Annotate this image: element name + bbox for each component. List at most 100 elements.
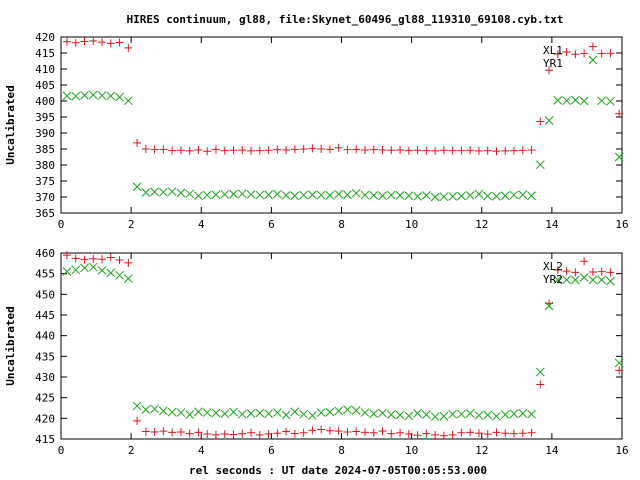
y-tick-label: 415 bbox=[35, 47, 55, 60]
data-point bbox=[255, 408, 265, 418]
data-point bbox=[168, 428, 177, 437]
data-point bbox=[360, 428, 369, 437]
data-point bbox=[299, 428, 308, 437]
data-point bbox=[615, 366, 624, 375]
data-point bbox=[185, 429, 194, 438]
data-point bbox=[501, 429, 510, 438]
data-point bbox=[282, 427, 291, 436]
y-axis-label: Uncalibrated bbox=[4, 306, 17, 385]
data-point bbox=[387, 429, 396, 438]
data-point bbox=[413, 192, 422, 201]
data-point bbox=[500, 410, 510, 419]
plot-frame bbox=[60, 252, 623, 440]
data-point bbox=[194, 191, 203, 201]
data-point bbox=[325, 407, 335, 417]
y-tick-label: 450 bbox=[35, 288, 55, 301]
data-point bbox=[106, 91, 116, 101]
data-point bbox=[176, 427, 185, 436]
data-point bbox=[483, 430, 492, 439]
data-point bbox=[334, 143, 343, 152]
x-tick-label: 12 bbox=[475, 218, 488, 231]
data-point bbox=[422, 429, 431, 438]
data-point bbox=[308, 144, 317, 153]
data-point bbox=[264, 190, 273, 200]
data-point bbox=[238, 145, 247, 154]
data-point bbox=[80, 90, 89, 100]
x-tick-label: 10 bbox=[405, 218, 418, 231]
data-point bbox=[387, 146, 396, 155]
data-point bbox=[474, 429, 483, 438]
data-point bbox=[255, 430, 264, 439]
data-point bbox=[237, 409, 247, 419]
data-point bbox=[220, 430, 229, 439]
data-point bbox=[597, 275, 607, 285]
data-point bbox=[246, 409, 256, 418]
y-tick-label: 395 bbox=[35, 111, 55, 124]
y-tick-label: 430 bbox=[35, 371, 55, 384]
data-point bbox=[220, 409, 230, 419]
data-point bbox=[360, 190, 370, 200]
data-point bbox=[404, 430, 413, 439]
data-point bbox=[220, 190, 230, 199]
data-point bbox=[62, 37, 71, 46]
y-tick-label: 385 bbox=[35, 143, 55, 156]
data-point bbox=[422, 146, 431, 155]
data-point bbox=[474, 411, 484, 420]
data-point bbox=[421, 410, 431, 419]
data-point bbox=[97, 91, 107, 100]
data-point bbox=[106, 253, 115, 262]
data-point bbox=[220, 146, 229, 155]
data-point bbox=[203, 430, 212, 439]
x-tick-label: 6 bbox=[268, 218, 275, 231]
data-point bbox=[247, 428, 256, 437]
data-point bbox=[194, 428, 203, 437]
data-point bbox=[80, 37, 89, 46]
data-point bbox=[588, 42, 597, 51]
data-point bbox=[308, 190, 317, 200]
data-point bbox=[308, 411, 317, 420]
x-tick-label: 6 bbox=[268, 444, 275, 457]
data-point bbox=[579, 96, 589, 106]
data-point bbox=[334, 189, 344, 199]
data-point bbox=[168, 146, 177, 155]
data-point bbox=[448, 430, 457, 439]
data-point bbox=[606, 96, 615, 106]
data-point bbox=[115, 256, 124, 265]
data-point bbox=[299, 145, 308, 153]
data-point bbox=[562, 48, 571, 57]
y-tick-label: 400 bbox=[35, 95, 55, 108]
data-point bbox=[115, 270, 124, 280]
data-point bbox=[413, 431, 422, 440]
data-point bbox=[88, 90, 98, 100]
data-point bbox=[500, 191, 510, 201]
data-point bbox=[457, 428, 466, 437]
y-tick-label: 425 bbox=[35, 392, 55, 405]
data-point bbox=[317, 145, 326, 153]
data-point bbox=[421, 191, 431, 200]
data-point bbox=[98, 255, 107, 264]
data-point bbox=[527, 409, 536, 419]
data-point bbox=[431, 146, 440, 155]
data-point bbox=[518, 190, 528, 200]
data-point bbox=[194, 407, 203, 417]
data-point bbox=[62, 91, 72, 101]
series-YR2 bbox=[62, 262, 624, 422]
data-point bbox=[282, 145, 291, 154]
data-point bbox=[167, 407, 177, 417]
data-point bbox=[571, 95, 580, 105]
chart-title: HIRES continuum, gl88, file:Skynet_60496… bbox=[126, 13, 563, 26]
y-axis-label: Uncalibrated bbox=[4, 85, 17, 164]
data-point bbox=[272, 408, 282, 417]
x-tick-label: 12 bbox=[475, 444, 488, 457]
data-point bbox=[334, 427, 343, 436]
data-point bbox=[89, 36, 98, 45]
data-point bbox=[351, 188, 361, 198]
legend-entry: YR2 bbox=[543, 273, 563, 286]
data-point bbox=[316, 190, 326, 200]
data-point bbox=[351, 406, 361, 415]
x-tick-label: 14 bbox=[545, 444, 559, 457]
data-point bbox=[290, 191, 300, 201]
x-tick-label: 4 bbox=[198, 444, 205, 457]
data-point bbox=[229, 430, 238, 439]
data-point bbox=[334, 406, 344, 416]
